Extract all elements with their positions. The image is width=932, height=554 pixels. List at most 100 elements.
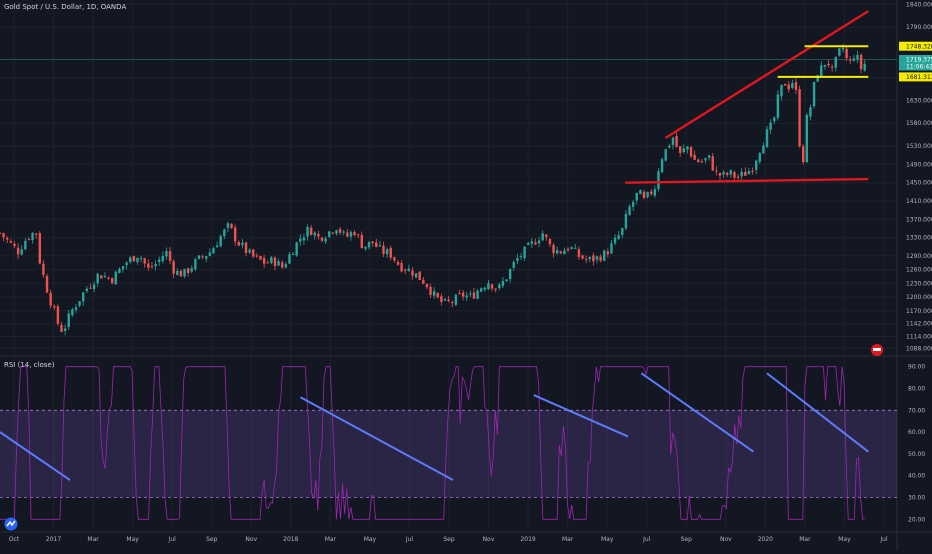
candle-body [650, 191, 653, 194]
y-tick-label: 1230.000 [906, 280, 932, 287]
candle-body [476, 290, 479, 299]
candle-body [38, 233, 41, 264]
candle-body [791, 83, 794, 89]
candle-body [432, 291, 436, 296]
candle-body [136, 257, 139, 263]
candle-body [794, 82, 798, 90]
y-tick-label: 1114.000 [906, 333, 932, 340]
tradingview-logo-icon[interactable] [4, 517, 18, 531]
candle-body [248, 249, 251, 253]
candle-body [479, 288, 483, 292]
y-tick-label: 1840.000 [906, 1, 932, 8]
candle-body [154, 263, 157, 267]
rsi-y-tick-label: 30.00 [908, 494, 925, 501]
x-tick-label: May [364, 536, 377, 543]
candle-body [223, 229, 226, 237]
candle-body [197, 255, 201, 259]
candle-body [758, 152, 761, 162]
candle-body [371, 241, 374, 244]
candle-body [6, 237, 9, 240]
candle-body [646, 191, 649, 198]
candle-body [414, 273, 418, 278]
candle-body [31, 232, 34, 241]
candle-body [422, 279, 425, 284]
candle-body [0, 232, 2, 234]
candle-body [165, 250, 168, 257]
candle-body [682, 148, 686, 153]
candle-body [425, 283, 429, 288]
earnings-flag-icon[interactable] [869, 343, 885, 357]
y-tick-label: 1530.000 [906, 143, 932, 150]
candle-body [353, 232, 356, 236]
candle-body [429, 286, 432, 295]
candle-body [780, 84, 783, 97]
x-tick-label: 2020 [758, 536, 773, 543]
candle-body [295, 242, 298, 256]
candle-body [172, 261, 175, 274]
candle-body [103, 275, 107, 278]
candle-body [802, 146, 805, 163]
candle-body [400, 263, 403, 272]
candle-body [27, 239, 31, 241]
candle-body [863, 63, 866, 71]
candle-body [201, 256, 204, 258]
candle-body [454, 294, 458, 305]
candle-body [107, 277, 110, 279]
candle-body [859, 54, 863, 70]
candle-body [469, 293, 472, 295]
candle-body [465, 295, 468, 298]
candle-body [375, 242, 378, 248]
price-label-box [899, 54, 932, 64]
price-label-box [899, 41, 932, 51]
candle-body [827, 63, 830, 66]
candle-body [13, 243, 16, 247]
x-tick-label: May [126, 536, 139, 543]
candle-body [114, 271, 117, 285]
candle-body [490, 284, 494, 289]
candle-body [617, 235, 620, 239]
candle-body [346, 232, 349, 237]
candle-body [834, 56, 837, 68]
candle-body [570, 247, 573, 249]
y-tick-label: 1490.000 [906, 161, 932, 168]
candle-body [393, 257, 396, 261]
candle-body [241, 242, 244, 246]
candle-body [516, 258, 519, 262]
candle-body [85, 288, 89, 292]
candle-body [530, 241, 534, 244]
candle-body [63, 328, 67, 331]
candle-body [150, 266, 154, 268]
rsi-trendline [640, 372, 755, 453]
candle-body [313, 232, 316, 236]
candle-body [440, 296, 443, 302]
candle-body [718, 172, 722, 176]
x-tick-label: 2017 [46, 536, 61, 543]
candle-body [592, 255, 595, 262]
candle-body [841, 47, 845, 50]
x-tick-label: Nov [720, 536, 732, 543]
candle-body [139, 257, 143, 259]
candle-body [396, 262, 400, 265]
candle-body [830, 66, 834, 68]
candle-body [215, 245, 219, 248]
candle-body [541, 233, 544, 241]
candle-body [53, 306, 56, 308]
candle-body [653, 189, 657, 196]
candle-body [574, 247, 577, 249]
candle-body [816, 75, 819, 82]
candle-body [89, 287, 92, 289]
candle-body [208, 252, 212, 256]
x-tick-label: Jul [168, 536, 177, 543]
candle-body [548, 239, 552, 245]
candle-body [472, 292, 476, 299]
candle-body [42, 263, 45, 275]
candle-body [523, 246, 526, 259]
candle-body [613, 237, 617, 244]
candle-body [266, 262, 269, 264]
x-tick-label: 2019 [520, 536, 535, 543]
candle-body [664, 149, 667, 161]
candle-body [252, 249, 255, 257]
candle-body [823, 64, 827, 67]
candle-body [527, 242, 530, 245]
